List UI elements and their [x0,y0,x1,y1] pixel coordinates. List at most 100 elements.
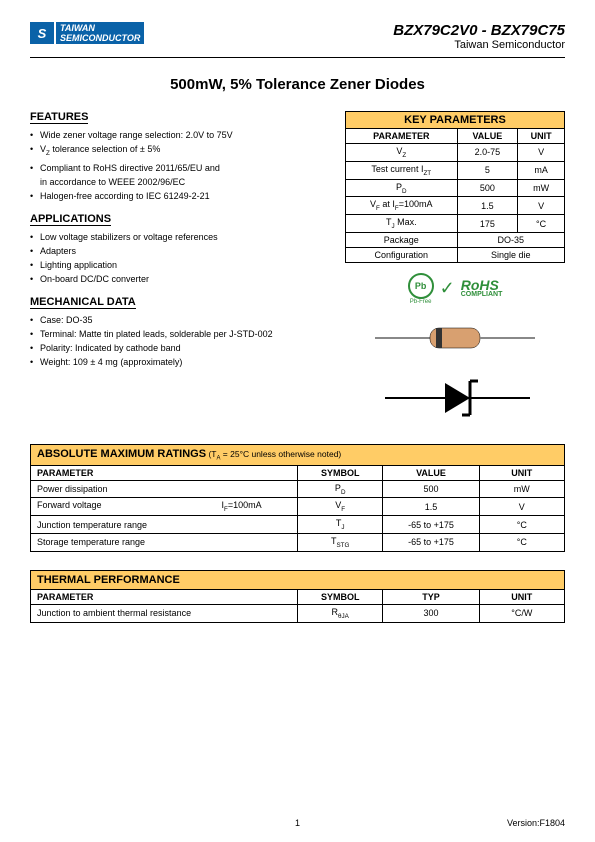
absolute-max-ratings-table: ABSOLUTE MAXIMUM RATINGS (TA = 25°C unle… [30,444,565,552]
cell: 500 [457,179,518,197]
cell: VF [298,498,383,516]
left-column: FEATURES Wide zener voltage range select… [30,111,331,426]
table-row: Storage temperature rangeTSTG-65 to +175… [31,534,565,552]
amr-condition: (TA = 25°C unless otherwise noted) [206,449,341,459]
mechanical-list: Case: DO-35 Terminal: Matte tin plated l… [30,313,331,369]
logo-text: TAIWAN SEMICONDUCTOR [56,22,144,44]
list-item: On-board DC/DC converter [30,272,331,286]
list-item: Adapters [30,244,331,258]
cell: PD [346,179,458,197]
header-right: BZX79C2V0 - BZX79C75 Taiwan Semiconducto… [393,22,565,51]
cell: VZ [346,144,458,162]
brand-line2: SEMICONDUCTOR [60,33,140,43]
rohs-text: RoHS [461,279,503,291]
brand-line1: TAIWAN [60,23,140,33]
cell: Junction temperature range [31,516,298,534]
logo-icon: S [30,22,54,44]
brand-logo: S TAIWAN SEMICONDUCTOR [30,22,144,44]
cell: Configuration [346,247,458,262]
cell: RθJA [298,604,383,622]
cell: TJ Max. [346,215,458,233]
list-item-sub: in accordance to WEEE 2002/96/EC [30,175,331,189]
table-header: PARAMETER [346,129,458,144]
pb-icon: Pb [408,273,434,299]
list-item: Halogen-free according to IEC 61249-2-21 [30,189,331,203]
table-row: Junction to ambient thermal resistanceRθ… [31,604,565,622]
cell: Storage temperature range [31,534,298,552]
table-row: Power dissipationPD500mW [31,480,565,498]
features-heading: FEATURES [30,111,88,124]
part-number-range: BZX79C2V0 - BZX79C75 [393,22,565,39]
cell: mA [518,161,565,179]
cell: 1.5 [383,498,479,516]
features-list: Wide zener voltage range selection: 2.0V… [30,128,331,175]
rohs-compliant-label: COMPLIANT [461,291,503,298]
cell: DO-35 [457,232,564,247]
page-header: S TAIWAN SEMICONDUCTOR BZX79C2V0 - BZX79… [30,22,565,58]
cell: 500 [383,480,479,498]
table-header: UNIT [518,129,565,144]
table-header: PARAMETER [31,589,298,604]
list-item: Low voltage stabilizers or voltage refer… [30,230,331,244]
cell: PD [298,480,383,498]
version-label: Version:F1804 [507,818,565,828]
amr-title: ABSOLUTE MAXIMUM RATINGS (TA = 25°C unle… [31,444,565,465]
table-row: Junction temperature rangeTJ-65 to +175°… [31,516,565,534]
mechanical-heading: MECHANICAL DATA [30,296,136,309]
compliance-diagrams: Pb Pb-Free ✓ RoHS COMPLIANT [345,273,565,426]
cell: 300 [383,604,479,622]
cell: °C [518,215,565,233]
company-name: Taiwan Semiconductor [393,39,565,51]
list-item: Wide zener voltage range selection: 2.0V… [30,128,331,142]
cell: Single die [457,247,564,262]
thermal-performance-table: THERMAL PERFORMANCE PARAMETER SYMBOL TYP… [30,570,565,623]
page-number: 1 [295,818,300,828]
table-header: PARAMETER [31,465,298,480]
cell: V [518,144,565,162]
cell-label: Forward voltage [37,500,102,510]
diode-package-drawing [370,313,540,363]
amr-title-text: ABSOLUTE MAXIMUM RATINGS [37,448,206,460]
table-row: ConfigurationSingle die [346,247,565,262]
table-header: VALUE [457,129,518,144]
cell: Forward voltageIF=100mA [31,498,298,516]
pb-free-badge: Pb Pb-Free [408,273,434,305]
rohs-badge: RoHS COMPLIANT [461,279,503,298]
right-column: KEY PARAMETERS PARAMETER VALUE UNIT VZ2.… [345,111,565,426]
cell: Junction to ambient thermal resistance [31,604,298,622]
table-row: VZ2.0-75V [346,144,565,162]
table-header: TYP [383,589,479,604]
key-parameters-table: KEY PARAMETERS PARAMETER VALUE UNIT VZ2.… [345,111,565,263]
main-columns: FEATURES Wide zener voltage range select… [30,111,565,426]
table-header: VALUE [383,465,479,480]
cell: °C [479,534,564,552]
table-header: UNIT [479,465,564,480]
list-item: Weight: 109 ± 4 mg (approximately) [30,355,331,369]
cell: 175 [457,215,518,233]
cell: 2.0-75 [457,144,518,162]
list-item: Polarity: Indicated by cathode band [30,341,331,355]
kp-title: KEY PARAMETERS [346,112,565,129]
pb-free-label: Pb-Free [408,299,434,305]
cell: Package [346,232,458,247]
thermal-title: THERMAL PERFORMANCE [31,570,565,589]
cell: 5 [457,161,518,179]
cell: °C/W [479,604,564,622]
table-row: PackageDO-35 [346,232,565,247]
document-title: 500mW, 5% Tolerance Zener Diodes [30,76,565,93]
table-header: SYMBOL [298,589,383,604]
cell: V [518,197,565,215]
cell: TJ [298,516,383,534]
zener-symbol-icon [370,371,540,426]
table-header: SYMBOL [298,465,383,480]
cell: °C [479,516,564,534]
list-item: Case: DO-35 [30,313,331,327]
table-row: Forward voltageIF=100mAVF1.5V [31,498,565,516]
cell: mW [518,179,565,197]
list-item: Compliant to RoHS directive 2011/65/EU a… [30,161,331,175]
cell: 1.5 [457,197,518,215]
list-item: VZ tolerance selection of ± 5% [30,142,331,161]
table-row: TJ Max.175°C [346,215,565,233]
applications-heading: APPLICATIONS [30,213,111,226]
applications-list: Low voltage stabilizers or voltage refer… [30,230,331,286]
